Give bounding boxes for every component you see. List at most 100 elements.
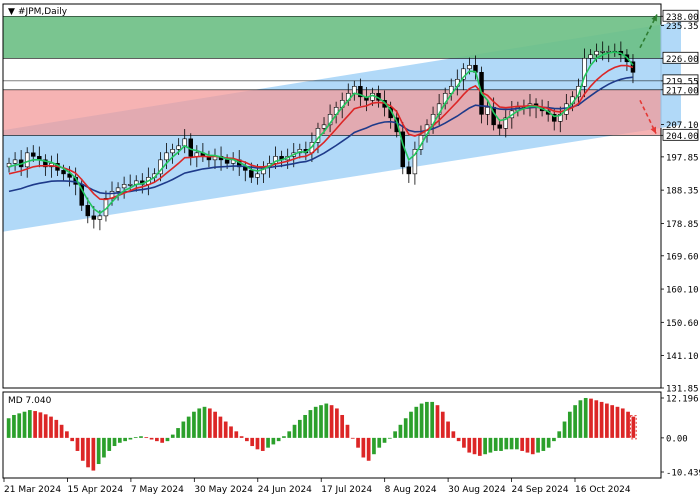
ma-fast-line — [8, 51, 634, 215]
macd-bar — [223, 421, 228, 438]
candle-body-bear — [85, 205, 91, 217]
macd-bar — [155, 437, 159, 442]
macd-bar — [65, 431, 69, 438]
macd-bar — [329, 405, 334, 438]
macd-bar — [324, 403, 329, 438]
macd-bar — [456, 437, 461, 442]
macd-bar — [536, 437, 540, 453]
macd-bar — [213, 411, 217, 438]
ma-slow-line — [8, 76, 634, 195]
price-tick-label: 141.10 — [666, 352, 699, 362]
macd-bar — [49, 416, 53, 438]
macd-bar — [229, 426, 233, 438]
macd-bar — [361, 437, 366, 458]
candle-body-bull — [467, 64, 472, 70]
price-tick-label: 160.10 — [666, 286, 699, 296]
candle — [551, 108, 557, 131]
macd-bar — [409, 411, 413, 438]
macd-bar — [54, 419, 59, 438]
macd-bar — [313, 406, 318, 438]
macd-bar — [419, 403, 424, 438]
price-level-box — [662, 9, 699, 22]
macd-bar — [234, 431, 239, 438]
macd-bar — [128, 437, 133, 440]
candle-body-bull — [600, 50, 605, 53]
candle — [406, 161, 412, 183]
macd-bar — [631, 416, 636, 438]
candle-body-bull — [576, 85, 581, 98]
macd-bar — [80, 437, 85, 461]
macd-bar — [620, 408, 625, 438]
candle-body-bear — [358, 85, 363, 98]
macd-bar — [372, 437, 376, 455]
time-tick-label: 7 May 2024 — [131, 485, 184, 495]
price-pane-frame — [2, 3, 662, 389]
price-tick-label: 238.00 — [666, 13, 699, 23]
candle-body-bull — [588, 54, 593, 59]
candle — [576, 78, 581, 106]
candle-body-bear — [224, 159, 230, 164]
macd-bar — [430, 401, 435, 438]
macd-bar — [260, 437, 265, 451]
ma-mid-line — [8, 64, 634, 201]
candle-body-bear — [551, 114, 557, 122]
candle-body-bull — [170, 149, 175, 154]
symbol-dropdown-icon[interactable]: ▼ — [8, 7, 15, 17]
price-level-box — [662, 51, 699, 64]
candle — [85, 197, 91, 224]
indicator-label: MD 7.040 — [8, 396, 52, 406]
macd-bar — [599, 401, 604, 438]
macd-bar — [525, 437, 530, 453]
macd-last-bar-highlight — [630, 415, 637, 440]
macd-bar — [160, 437, 165, 443]
candle — [170, 143, 175, 164]
macd-bar — [462, 437, 466, 448]
macd-bar — [266, 437, 270, 448]
macd-bar — [276, 437, 281, 442]
macd-bar — [297, 419, 302, 438]
macd-bar — [425, 401, 429, 438]
macd-bar — [350, 437, 355, 439]
candle-body-bull — [594, 50, 599, 56]
time-tick-label: 21 Mar 2024 — [4, 485, 61, 495]
moving-averages-layer — [8, 51, 634, 215]
candle — [12, 152, 18, 171]
macd-bar — [96, 437, 101, 465]
macd-bar — [102, 437, 106, 458]
candle — [115, 182, 121, 201]
price-tick-label: 131.85 — [666, 385, 699, 395]
macd-bar — [626, 411, 630, 438]
macd-bar — [573, 405, 577, 438]
macd-bar — [107, 437, 112, 451]
macd-bar — [139, 436, 143, 438]
macd-bar — [112, 437, 117, 447]
macd-bar — [218, 416, 223, 438]
macd-bar — [149, 437, 154, 440]
macd-bar — [117, 437, 122, 443]
price-tick-label: 188.35 — [666, 187, 699, 197]
level-lines-layer — [3, 15, 661, 136]
macd-bar — [255, 437, 260, 450]
macd-bar — [493, 437, 498, 451]
candle-body-bull — [164, 152, 169, 161]
candle — [503, 110, 508, 138]
candle-body-bear — [406, 166, 412, 175]
price-tick-label: 226.00 — [666, 55, 699, 65]
symbol-label: #JPM,Daily — [18, 7, 68, 17]
indicator-pane-frame — [2, 391, 662, 479]
macd-bar — [282, 436, 286, 438]
macd-bar — [6, 418, 11, 438]
candle-body-bear — [91, 215, 97, 220]
macd-bar — [403, 418, 408, 438]
macd-bar — [245, 437, 249, 442]
candle — [164, 143, 169, 169]
candle — [485, 99, 490, 126]
macd-bar — [520, 437, 525, 451]
macd-bar — [382, 437, 387, 443]
candle-body-bull — [182, 138, 187, 147]
macd-bar — [377, 437, 382, 448]
macd-bar — [567, 411, 572, 438]
macd-bar — [123, 437, 127, 442]
candle-body-bull — [121, 184, 127, 189]
